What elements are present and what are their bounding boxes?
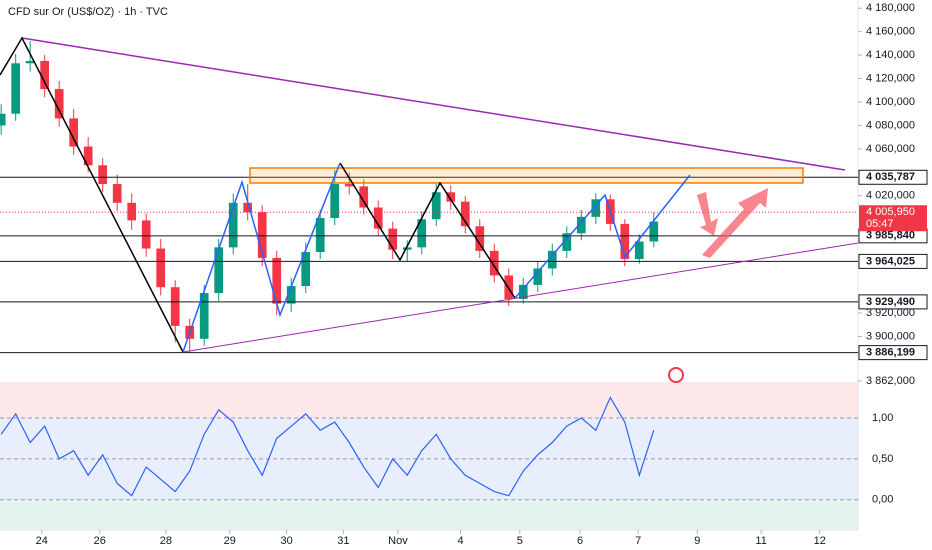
candle-body: [417, 219, 427, 248]
candle-body: [518, 284, 528, 299]
y-tick-label: 4 020,000: [866, 190, 915, 202]
candle-body: [272, 257, 282, 304]
candle-body: [214, 247, 224, 294]
candle-body: [475, 226, 485, 251]
level-label-box: [858, 345, 928, 361]
x-tick-label: 29: [224, 535, 236, 547]
x-tick-label: 31: [337, 535, 349, 547]
x-tick-label: 24: [36, 535, 48, 547]
x-tick-label: 30: [280, 535, 292, 547]
candle-body: [243, 202, 253, 213]
trendline: [182, 242, 859, 353]
candle-body: [112, 184, 122, 203]
y-tick-label: 4 060,000: [866, 143, 915, 155]
level-label: 3 929,490: [866, 296, 915, 308]
overbought-zone: [0, 382, 858, 418]
candle-body: [69, 118, 79, 147]
candle-body: [388, 228, 398, 250]
candle-body: [141, 220, 151, 249]
y-tick-label: 4 100,000: [866, 96, 915, 108]
candle-body: [533, 268, 543, 285]
chart-title: CFD sur Or (US$/OZ) · 1h · TVC: [8, 6, 168, 18]
level-label: 4 035,787: [866, 171, 915, 183]
level-label: 3 886,199: [866, 347, 915, 359]
y-tick-label: 3 900,000: [866, 330, 915, 342]
y-tick-label: 4 080,000: [866, 119, 915, 131]
candle-body: [286, 286, 296, 304]
candle-body: [98, 165, 108, 185]
last-price-label: 4 005,950: [866, 206, 915, 218]
y-tick-label: 4 140,000: [866, 49, 915, 61]
candle-body: [0, 113, 6, 126]
x-tick-label: 7: [635, 535, 641, 547]
level-label-box: [858, 169, 928, 185]
event-icon: [668, 367, 684, 383]
zigzag: [0, 36, 184, 353]
candle-body: [591, 199, 601, 217]
candle-body: [127, 202, 137, 221]
level-label-box: [858, 294, 928, 310]
countdown: 05:47: [866, 218, 894, 230]
candle-body: [373, 207, 383, 229]
arrow-down: [697, 192, 718, 236]
candle-body: [460, 201, 470, 227]
candle-body: [11, 63, 21, 114]
candle-body: [228, 202, 238, 248]
y-tick-label: 0,50: [872, 453, 893, 465]
candle-body: [547, 250, 557, 269]
x-tick-label: 28: [160, 535, 172, 547]
candle-body: [25, 60, 35, 64]
candle-body: [257, 212, 267, 258]
candle-body: [562, 233, 572, 251]
x-tick-label: 4: [458, 535, 464, 547]
y-tick-label: 4 160,000: [866, 26, 915, 38]
level-label: 3 964,025: [866, 255, 915, 267]
candle-body: [330, 184, 340, 219]
resistance-zone: [249, 167, 804, 184]
candle-body: [576, 216, 586, 234]
y-tick-label: 4 180,000: [866, 2, 915, 14]
oscillator-line: [0, 396, 655, 497]
level-label: 3 985,840: [866, 230, 915, 242]
candle-body: [634, 241, 644, 260]
candle-body: [170, 287, 180, 326]
x-tick-label: 26: [94, 535, 106, 547]
candle-body: [446, 192, 456, 202]
x-tick-label: 12: [814, 535, 826, 547]
candle-body: [301, 252, 311, 287]
candle-body: [40, 60, 50, 90]
candle-body: [620, 223, 630, 260]
candle-body: [344, 184, 354, 187]
candle-body: [489, 250, 499, 276]
level-label-box: [858, 253, 928, 269]
candle-body: [83, 146, 93, 166]
candle-body: [402, 247, 412, 250]
y-tick-label: 1,00: [872, 412, 893, 424]
y-tick-label: 4 120,000: [866, 72, 915, 84]
y-tick-label: 0,00: [872, 494, 893, 506]
zigzag: [339, 162, 516, 299]
candle-body: [199, 293, 209, 339]
x-tick-label: 6: [577, 535, 583, 547]
zigzag: [514, 174, 691, 299]
candle-body: [54, 89, 64, 119]
x-tick-label: 11: [755, 535, 766, 547]
candle-body: [156, 248, 166, 288]
x-tick-label: 9: [694, 535, 700, 547]
x-tick-label: Nov: [388, 535, 408, 547]
marks-layer: [0, 41, 858, 501]
trendline: [21, 37, 846, 171]
candle-body: [359, 186, 369, 208]
zigzag: [182, 162, 341, 353]
candle-body: [649, 221, 659, 242]
y-tick-label: 3 920,000: [866, 307, 915, 319]
x-tick-label: 5: [517, 535, 523, 547]
y-tick-label: 3 862,000: [866, 375, 915, 387]
arrow-up: [702, 188, 768, 258]
candle-body: [315, 218, 325, 253]
last-price-box: [859, 205, 927, 232]
oversold-zone: [0, 500, 858, 530]
candle-body: [431, 192, 441, 220]
